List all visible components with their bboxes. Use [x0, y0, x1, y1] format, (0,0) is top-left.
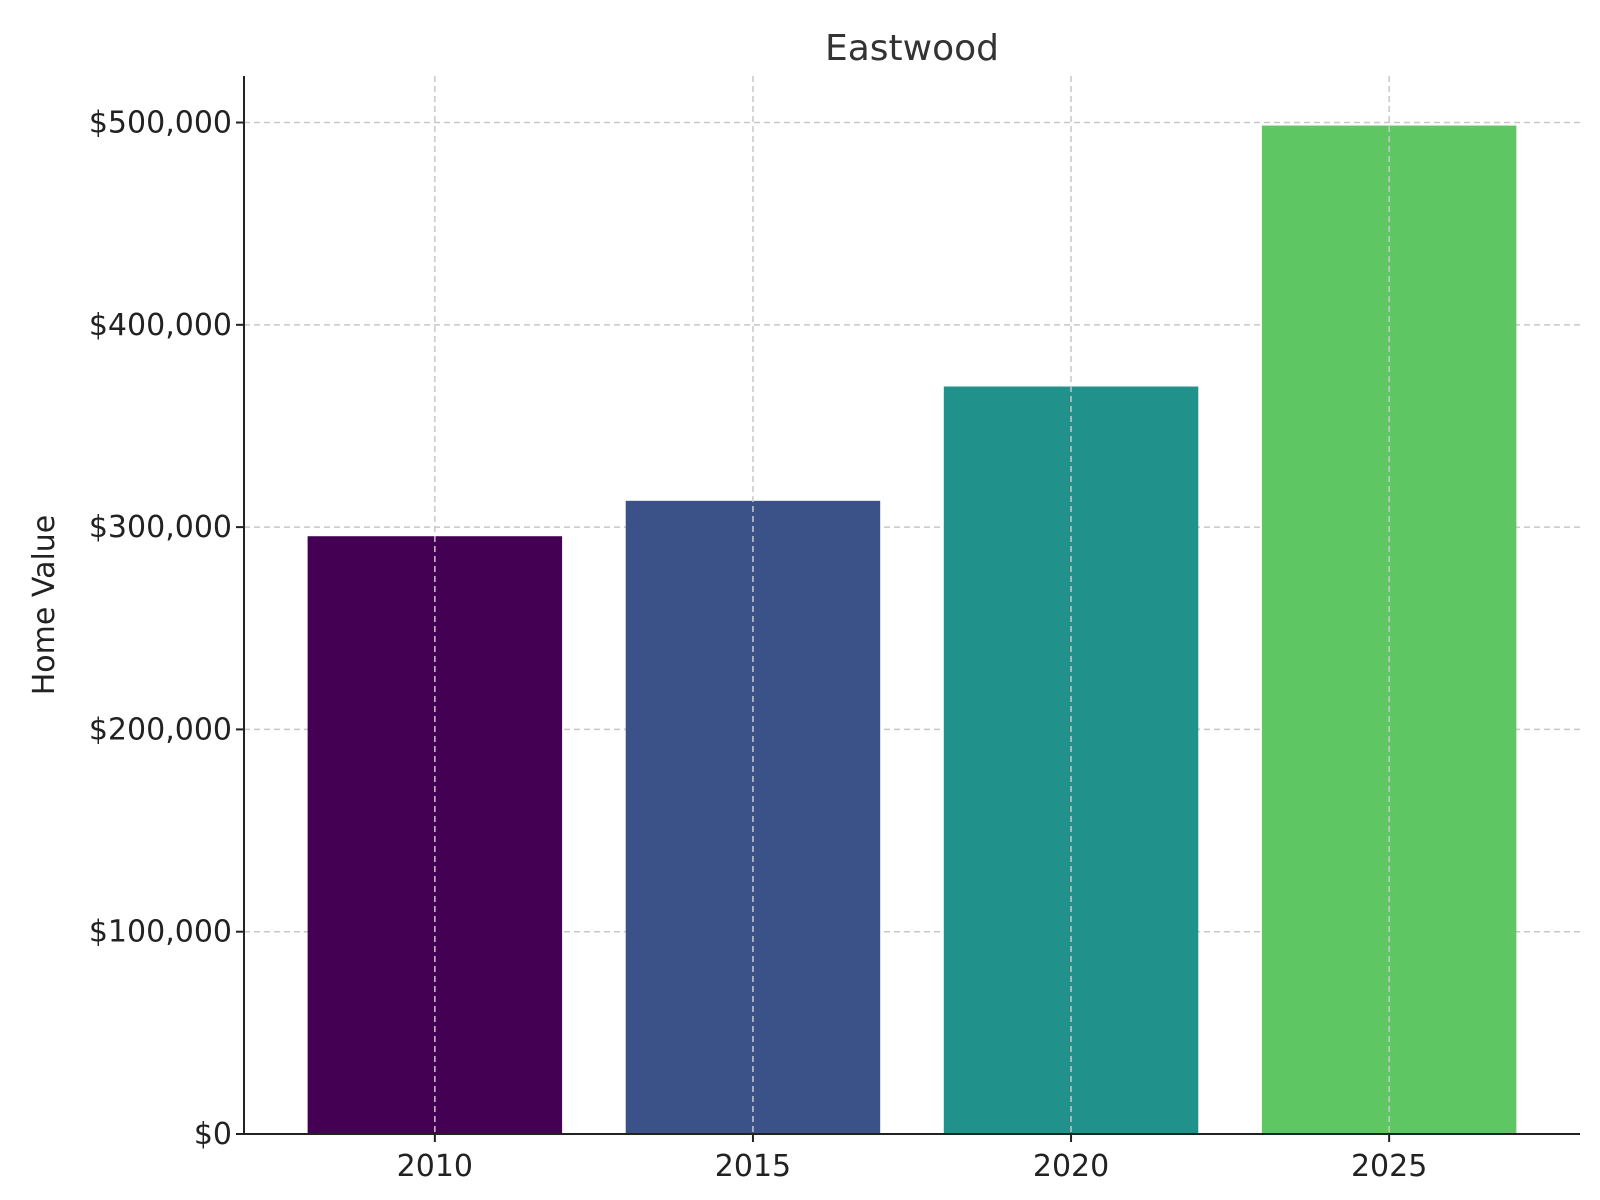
y-tick-label: $300,000: [89, 510, 232, 545]
x-ticks: 2010 2015 2020 2025: [397, 1134, 1427, 1184]
y-tick-label: $500,000: [89, 106, 232, 141]
y-tick-label: $200,000: [89, 712, 232, 747]
x-tick-label: 2025: [1351, 1149, 1427, 1184]
bars: [307, 125, 1517, 1135]
vertical-gridlines: [434, 76, 1390, 1134]
x-tick-label: 2015: [715, 1149, 791, 1184]
chart-title: Eastwood: [825, 28, 999, 69]
y-tick-label: $0: [194, 1117, 232, 1152]
y-axis-label: Home Value: [27, 515, 62, 696]
bar-2010: [307, 536, 563, 1134]
y-ticks: $0 $100,000 $200,000 $300,000 $400,000 $500,0…: [89, 106, 244, 1152]
x-tick-label: 2010: [397, 1149, 473, 1184]
y-tick-label: $400,000: [89, 308, 232, 343]
y-tick-label: $100,000: [89, 915, 232, 950]
x-tick-label: 2020: [1033, 1149, 1109, 1184]
axes: [243, 76, 1580, 1135]
